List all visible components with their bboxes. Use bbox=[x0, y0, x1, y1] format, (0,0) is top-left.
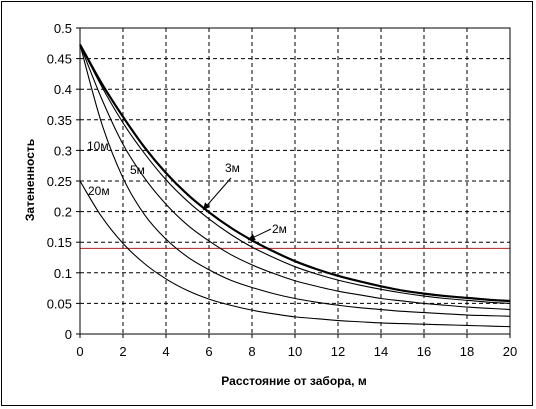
y-tick-label: 0.4 bbox=[54, 82, 72, 97]
x-axis-label: Расстояние от забора, м bbox=[221, 374, 367, 388]
y-axis-label: Затененность bbox=[23, 139, 37, 221]
y-tick-label: 0 bbox=[65, 327, 72, 342]
x-tick-label: 0 bbox=[76, 344, 83, 359]
x-tick-label: 16 bbox=[417, 344, 431, 359]
x-tick-label: 14 bbox=[374, 344, 388, 359]
x-tick-label: 2 bbox=[119, 344, 126, 359]
annotation-layer: 10м 5м 3м 2м 20м bbox=[87, 139, 287, 241]
x-tick-label: 20 bbox=[503, 344, 517, 359]
y-tick-label: 0.2 bbox=[54, 205, 72, 220]
y-tick-label: 0.5 bbox=[54, 21, 72, 36]
plot-area-border bbox=[79, 27, 511, 335]
series-line bbox=[79, 43, 511, 303]
tick-label-layer: 0 2 4 6 8 10 12 14 16 18 20 0 0.05 0.1 0.15 0.2 0.25 0.3 0… bbox=[47, 21, 518, 359]
grid-layer bbox=[80, 28, 510, 334]
series-layer bbox=[79, 43, 511, 328]
y-tick-label: 0.25 bbox=[47, 174, 72, 189]
x-tick-label: 10 bbox=[288, 344, 302, 359]
x-tick-label: 8 bbox=[248, 344, 255, 359]
y-tick-label: 0.45 bbox=[47, 52, 72, 67]
annotation-arrowhead bbox=[248, 233, 256, 241]
y-tick-label: 0.05 bbox=[47, 296, 72, 311]
annotation-leader bbox=[202, 177, 232, 211]
y-tick-label: 0.1 bbox=[54, 266, 72, 281]
y-tick-label: 0.35 bbox=[47, 113, 72, 128]
series-annotation-label: 2м bbox=[272, 222, 287, 236]
axis-layer bbox=[76, 27, 511, 338]
series-line bbox=[79, 44, 511, 311]
x-tick-label: 12 bbox=[331, 344, 345, 359]
x-tick-label: 4 bbox=[162, 344, 169, 359]
series-annotation-label: 20м bbox=[88, 184, 110, 198]
series-line bbox=[79, 44, 511, 317]
y-tick-label: 0.15 bbox=[47, 235, 72, 250]
series-annotation-label: 5м bbox=[130, 163, 145, 177]
series-line bbox=[79, 180, 511, 328]
x-tick-label: 6 bbox=[205, 344, 212, 359]
x-tick-label: 18 bbox=[460, 344, 474, 359]
series-annotation-label: 3м bbox=[225, 161, 240, 175]
series-line bbox=[79, 44, 511, 304]
y-tick-label: 0.3 bbox=[54, 143, 72, 158]
annotation-arrowhead bbox=[203, 202, 211, 210]
series-annotation-label: 10м bbox=[87, 139, 109, 153]
